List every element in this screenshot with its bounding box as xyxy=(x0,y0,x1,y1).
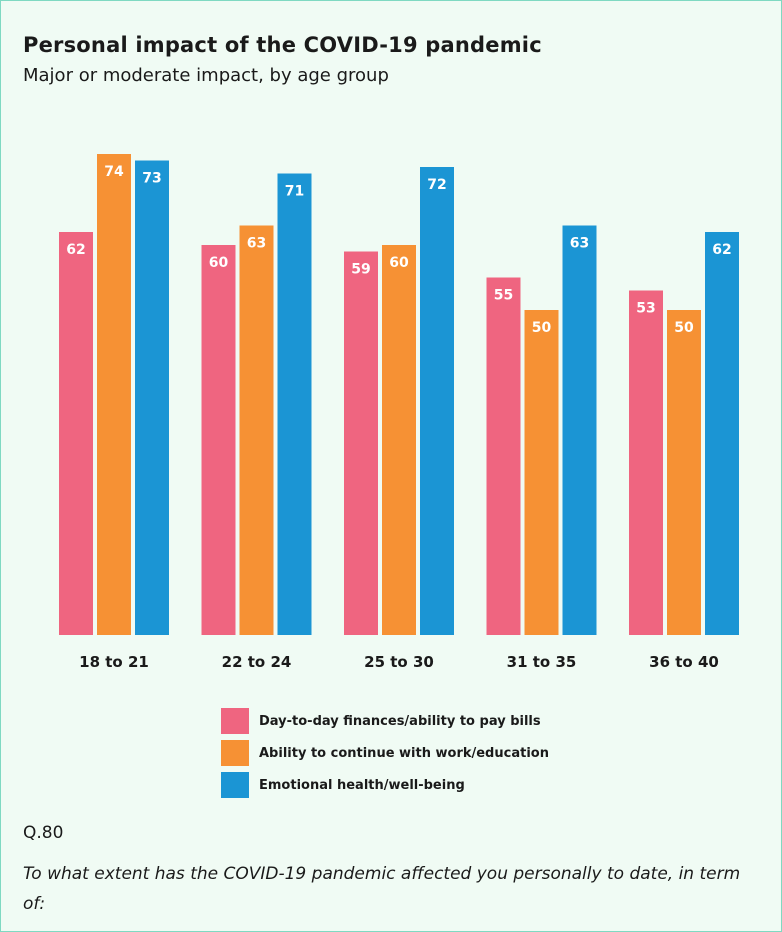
legend: Day-to-day finances/ability to pay bills… xyxy=(221,705,549,801)
data-label: 50 xyxy=(674,320,694,336)
bar xyxy=(201,245,236,635)
legend-label-emotional: Emotional health/well-being xyxy=(259,777,465,793)
bar xyxy=(382,245,416,635)
data-label: 55 xyxy=(494,288,513,304)
x-tick-label: 25 to 30 xyxy=(364,653,434,671)
legend-swatch-finances xyxy=(221,708,249,734)
bar xyxy=(135,160,169,635)
data-label: 60 xyxy=(209,255,229,271)
bar xyxy=(667,310,701,635)
data-label: 72 xyxy=(427,177,446,193)
question-text: To what extent has the COVID-19 pandemic… xyxy=(23,864,741,914)
chart-title: Personal impact of the COVID-19 pandemic xyxy=(23,33,542,57)
bar xyxy=(562,225,597,635)
legend-swatch-emotional xyxy=(221,772,249,798)
data-label: 59 xyxy=(351,262,370,278)
bar xyxy=(524,310,559,635)
chart-subtitle: Major or moderate impact, by age group xyxy=(23,65,389,86)
legend-label-work: Ability to continue with work/education xyxy=(259,745,549,761)
question-number: Q.80 xyxy=(23,823,64,843)
data-label: 50 xyxy=(532,320,552,336)
legend-label-finances: Day-to-day finances/ability to pay bills xyxy=(259,713,541,729)
x-tick-label: 36 to 40 xyxy=(649,653,719,671)
x-tick-label: 18 to 21 xyxy=(79,653,149,671)
data-label: 53 xyxy=(636,301,655,317)
bar xyxy=(277,173,312,635)
data-label: 73 xyxy=(142,171,161,187)
legend-swatch-work xyxy=(221,740,249,766)
data-label: 74 xyxy=(104,164,124,180)
data-label: 71 xyxy=(285,184,304,200)
bar xyxy=(629,290,663,635)
bar xyxy=(59,232,93,635)
data-label: 62 xyxy=(66,242,85,258)
data-label: 63 xyxy=(570,236,589,252)
x-tick-label: 31 to 35 xyxy=(507,653,577,671)
legend-item: Emotional health/well-being xyxy=(221,769,549,801)
data-label: 62 xyxy=(712,242,731,258)
legend-item: Ability to continue with work/education xyxy=(221,737,549,769)
data-label: 63 xyxy=(247,236,266,252)
bar xyxy=(705,232,739,635)
bar xyxy=(239,225,274,635)
legend-item: Day-to-day finances/ability to pay bills xyxy=(221,705,549,737)
bar-chart: 62 74 73 18 to 21 60 63 71 22 to 24 59 60 72 25 to … xyxy=(59,154,739,671)
data-label: 60 xyxy=(389,255,409,271)
x-tick-label: 22 to 24 xyxy=(222,653,292,671)
bar xyxy=(344,251,378,635)
bar xyxy=(97,154,131,635)
bar xyxy=(420,167,454,635)
bar xyxy=(486,277,521,635)
